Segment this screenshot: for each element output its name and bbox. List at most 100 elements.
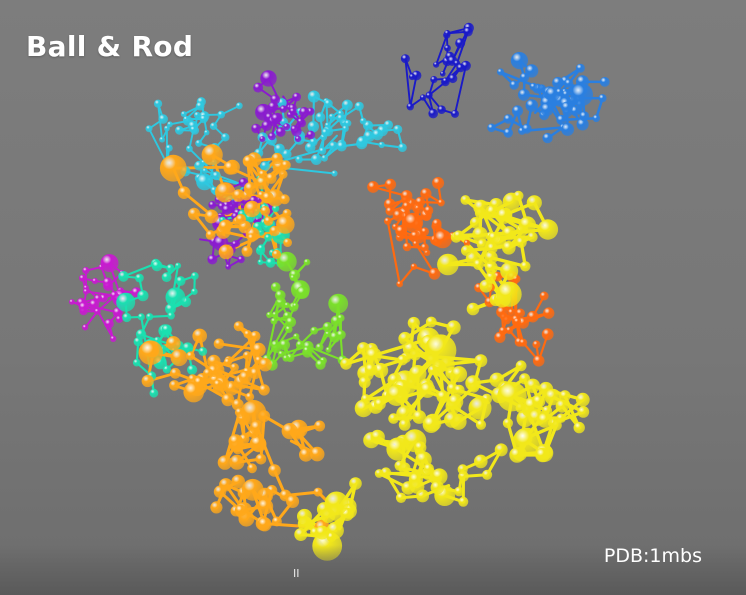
atom bbox=[407, 316, 420, 330]
atom bbox=[274, 143, 285, 155]
atom bbox=[102, 277, 113, 288]
atom bbox=[336, 330, 346, 340]
atom bbox=[556, 413, 566, 424]
atom bbox=[283, 238, 292, 248]
atom bbox=[392, 209, 405, 222]
atom bbox=[158, 114, 168, 124]
atom bbox=[297, 508, 312, 524]
atom bbox=[539, 291, 549, 301]
atom bbox=[281, 160, 291, 171]
atom bbox=[579, 111, 590, 122]
atom bbox=[599, 77, 610, 87]
atom bbox=[186, 351, 196, 361]
atom bbox=[576, 118, 589, 131]
atom bbox=[394, 460, 405, 471]
atom bbox=[374, 469, 384, 478]
atom bbox=[570, 83, 593, 107]
atom bbox=[231, 474, 245, 489]
atom bbox=[202, 368, 214, 379]
atom bbox=[309, 446, 325, 462]
atom bbox=[207, 354, 221, 369]
atom bbox=[260, 206, 271, 216]
atom bbox=[465, 375, 481, 391]
atom bbox=[519, 338, 528, 347]
atom bbox=[378, 141, 385, 149]
atom bbox=[271, 152, 283, 165]
atom bbox=[279, 339, 290, 351]
atom bbox=[247, 233, 257, 243]
atom bbox=[271, 204, 280, 213]
atom bbox=[237, 255, 245, 264]
atom bbox=[159, 136, 166, 143]
atom bbox=[93, 294, 103, 303]
atom bbox=[537, 412, 553, 428]
atom bbox=[232, 189, 245, 202]
atom bbox=[294, 528, 308, 541]
atom bbox=[265, 172, 277, 184]
atom bbox=[358, 376, 371, 389]
atom bbox=[463, 239, 471, 247]
atom bbox=[310, 154, 322, 165]
atom bbox=[428, 267, 441, 280]
atom bbox=[82, 267, 90, 275]
atom bbox=[137, 313, 145, 321]
atom bbox=[397, 354, 408, 366]
atom bbox=[260, 70, 277, 87]
atom bbox=[496, 306, 508, 318]
atom bbox=[532, 355, 545, 367]
atom bbox=[400, 190, 413, 202]
atom bbox=[199, 114, 209, 124]
atom bbox=[307, 90, 320, 103]
bond bbox=[386, 220, 401, 286]
atom bbox=[294, 135, 302, 143]
atom bbox=[340, 358, 352, 370]
atom bbox=[402, 242, 412, 252]
atom bbox=[195, 101, 205, 111]
atom bbox=[336, 114, 346, 123]
atom bbox=[310, 326, 319, 335]
atom bbox=[324, 99, 333, 108]
atom bbox=[235, 102, 243, 110]
atom bbox=[201, 144, 223, 166]
atom bbox=[324, 330, 332, 338]
atom bbox=[249, 367, 261, 380]
atom bbox=[264, 233, 273, 242]
atom bbox=[241, 478, 264, 501]
atom bbox=[525, 99, 539, 112]
atom bbox=[328, 141, 339, 151]
atom bbox=[207, 254, 218, 265]
atom bbox=[385, 206, 395, 216]
atom bbox=[321, 128, 330, 137]
atom bbox=[436, 390, 450, 404]
atom bbox=[431, 468, 448, 485]
atom bbox=[283, 123, 291, 131]
atom bbox=[473, 259, 484, 270]
atom bbox=[328, 113, 335, 120]
atom bbox=[315, 343, 324, 352]
atom bbox=[456, 63, 465, 73]
atom bbox=[259, 136, 266, 143]
atom bbox=[384, 178, 397, 191]
atom bbox=[476, 238, 489, 251]
atom bbox=[555, 399, 569, 413]
atom bbox=[535, 447, 550, 463]
bond bbox=[463, 198, 511, 236]
atom bbox=[556, 114, 567, 126]
atom bbox=[221, 204, 233, 215]
atom bbox=[208, 201, 217, 209]
atom bbox=[497, 68, 505, 76]
atom bbox=[279, 194, 290, 205]
atom bbox=[430, 480, 444, 495]
atom bbox=[193, 111, 201, 119]
atom bbox=[202, 168, 208, 174]
atom bbox=[258, 169, 267, 179]
pause-icon[interactable]: II bbox=[293, 567, 300, 580]
atom bbox=[525, 64, 539, 78]
atom bbox=[210, 501, 223, 514]
atom bbox=[167, 121, 173, 128]
atom bbox=[573, 421, 585, 434]
atom bbox=[453, 384, 465, 396]
atom bbox=[461, 245, 472, 256]
